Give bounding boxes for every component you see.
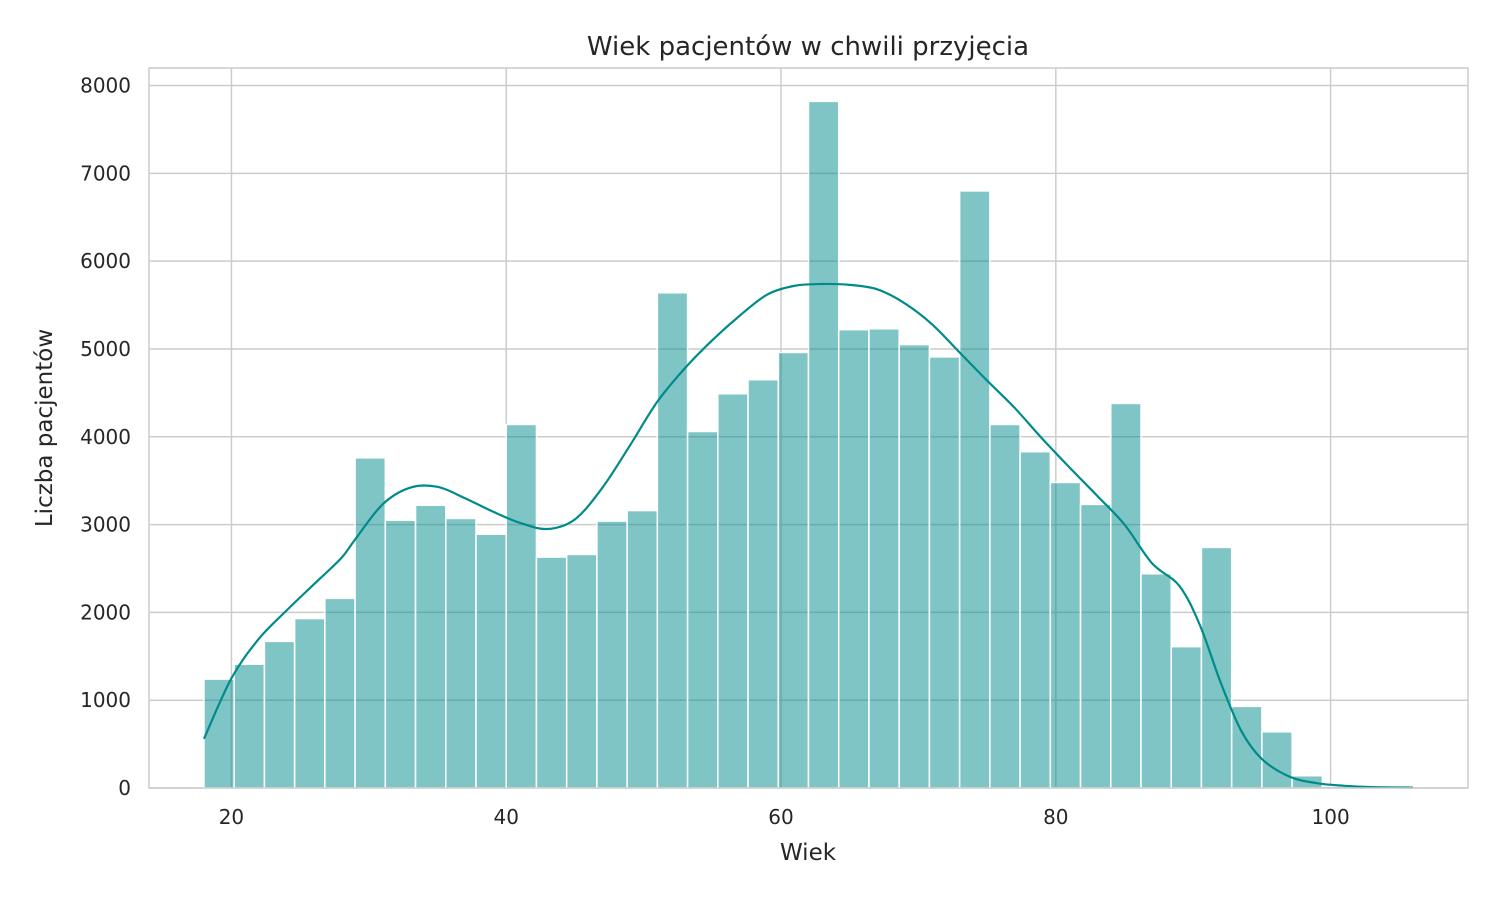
histogram-bar	[777, 351, 810, 789]
x-tick-label: 20	[219, 805, 244, 829]
y-tick-labels: 0 1000 2000 3000 4000 5000 6000 7000 8000	[80, 74, 131, 800]
histogram-bar	[1261, 731, 1293, 789]
plot-frame	[148, 67, 1469, 789]
histogram-bar	[1200, 546, 1233, 789]
histogram-bar	[837, 328, 870, 789]
histogram-bar	[717, 393, 749, 789]
y-tick-label: 5000	[80, 337, 131, 361]
bars-layer	[203, 100, 1414, 789]
x-tick-label: 100	[1312, 805, 1350, 829]
histogram-bar	[747, 378, 780, 789]
y-tick-label: 6000	[80, 249, 131, 273]
histogram-bar	[1140, 573, 1172, 789]
histogram-bar	[686, 430, 719, 789]
x-tick-label: 60	[768, 805, 793, 829]
y-tick-label: 7000	[80, 161, 131, 185]
x-tick-label: 80	[1043, 805, 1068, 829]
histogram-bar	[324, 597, 356, 789]
histogram-bar	[1170, 645, 1203, 789]
y-tick-label: 4000	[80, 425, 131, 449]
histogram-bar	[475, 533, 507, 789]
histogram-bar	[505, 423, 538, 789]
histogram-bar	[263, 640, 296, 789]
histogram-bar	[535, 556, 568, 789]
y-tick-label: 0	[118, 776, 131, 800]
kde-curve	[202, 282, 1414, 789]
kde-layer	[202, 282, 1414, 789]
y-tick-label: 8000	[80, 74, 131, 98]
histogram-bar	[414, 504, 447, 789]
y-tick-label: 3000	[80, 513, 131, 537]
x-axis-label: Wiek	[780, 840, 837, 866]
y-tick-label: 1000	[80, 688, 131, 712]
histogram-bar	[626, 509, 659, 789]
histogram-bar	[1079, 503, 1112, 789]
histogram-bar	[596, 520, 628, 789]
histogram-bar	[807, 100, 840, 789]
histogram-bar	[1049, 481, 1082, 789]
histogram-bar	[384, 519, 417, 789]
histogram-bar	[1019, 450, 1052, 789]
histogram-bar	[989, 423, 1021, 789]
chart-title: Wiek pacjentów w chwili przyjęcia	[587, 32, 1029, 62]
histogram-bar	[565, 553, 598, 789]
histogram-bar	[354, 457, 387, 789]
histogram-bar	[656, 292, 689, 789]
histogram-bar	[928, 356, 961, 789]
histogram-bar	[203, 678, 235, 789]
histogram-bar	[233, 663, 266, 789]
histogram-bar	[868, 328, 900, 789]
histogram-bar	[1110, 402, 1142, 789]
y-axis-label: Liczba pacjentów	[32, 329, 58, 527]
x-tick-labels: 20 40 60 80 100	[219, 805, 1350, 829]
y-tick-label: 2000	[80, 600, 131, 624]
histogram-bar	[898, 343, 931, 789]
histogram-bar	[958, 190, 991, 789]
histogram-bar	[293, 617, 326, 789]
histogram-bar	[445, 517, 477, 789]
x-tick-label: 40	[494, 805, 519, 829]
